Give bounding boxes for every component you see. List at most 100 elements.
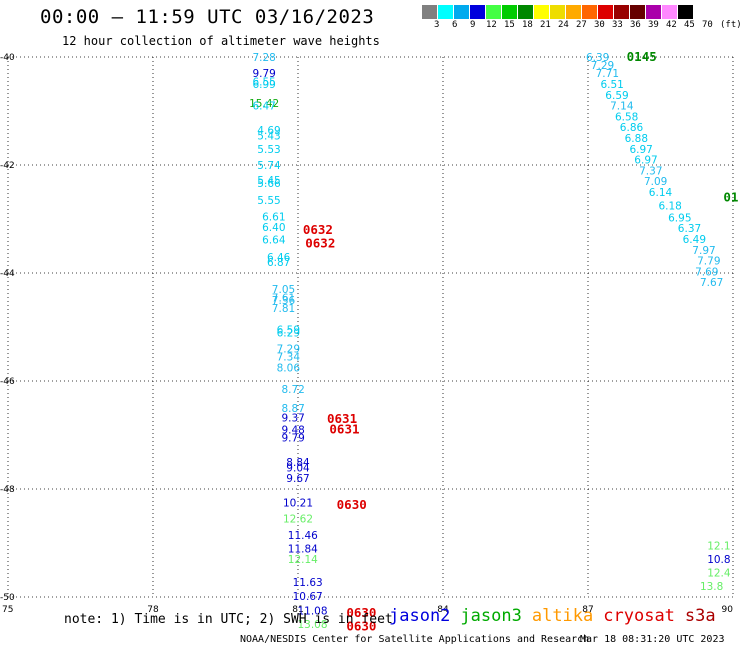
pass-time-label: 0632 (303, 222, 333, 237)
color-scale-label: 24 (558, 20, 569, 30)
wave-height-value: 4.69 (257, 125, 280, 137)
wave-height-value: 7.28 (252, 52, 275, 64)
color-scale-label: 9 (470, 20, 476, 30)
wave-height-value: 7.79 (697, 256, 720, 268)
wave-height-value: 6.18 (658, 201, 681, 213)
wave-height-value: 6.39 (586, 52, 609, 64)
satellite-legend-item: altika (531, 606, 594, 626)
pass-time-label: 0630 (346, 605, 376, 620)
wave-height-value: 10.67 (293, 591, 323, 603)
pass-time-label: 01 (723, 189, 738, 204)
y-tick-label: -40 (0, 53, 15, 63)
wave-height-value: 9.04 (286, 462, 310, 474)
wave-height-value: 13.08 (297, 619, 327, 631)
color-swatch (646, 5, 662, 19)
wave-height-value: 7.37 (639, 165, 662, 177)
wave-height-value: 6.61 (262, 211, 285, 223)
wave-height-value: 6.59 (277, 325, 300, 337)
color-scale-label: 42 (666, 20, 677, 30)
wave-height-value: 6.14 (649, 187, 673, 199)
wave-height-value: 6.58 (615, 111, 638, 123)
wave-height-value: 8.06 (277, 363, 301, 375)
y-tick-label: -48 (0, 485, 15, 495)
color-swatch (518, 5, 534, 19)
wave-height-value: 11.84 (288, 543, 318, 555)
pass-time-label: 0631 (329, 422, 359, 437)
chart-grid (7, 56, 734, 598)
wave-height-value: 7.67 (700, 277, 723, 289)
wave-height-value: 6.88 (625, 133, 648, 145)
wave-height-value: 7.29 (591, 60, 614, 72)
color-scale-label: 39 (648, 20, 659, 30)
x-tick-label: 84 (437, 605, 449, 615)
wave-height-value: 6.51 (600, 79, 623, 91)
color-scale-label: 6 (452, 20, 458, 30)
color-scale-label: 45 (684, 20, 695, 30)
wave-height-value: 8.84 (286, 457, 310, 469)
wave-height-value: 5.74 (257, 160, 281, 172)
pass-time-label: 0632 (305, 235, 335, 250)
wave-height-value: 6.64 (262, 235, 286, 247)
wave-height-value: 11.46 (288, 530, 318, 542)
chart-axes: 75 78 81 84 87 90 -40 -42 -44 -46 -48 -50 (0, 53, 733, 615)
color-swatch (454, 5, 470, 19)
wave-height-value: 9.48 (281, 425, 304, 437)
color-scale-label: 30 (594, 20, 605, 30)
wave-height-value: 7.69 (695, 266, 718, 278)
x-tick-label: 87 (582, 605, 593, 615)
wave-height-value: 7.09 (644, 176, 667, 188)
wave-height-value: 9.79 (252, 68, 275, 80)
x-tick-label: 81 (292, 605, 303, 615)
pass-time-label: 0145 (627, 49, 657, 64)
color-scale-label: (ft) (720, 20, 740, 30)
wave-height-value: 12.1 (707, 541, 730, 553)
color-scale-label: 33 (612, 20, 623, 30)
wave-height-value: 6.47 (252, 101, 275, 113)
color-swatch (534, 5, 550, 19)
color-scale-label: 3 (434, 20, 440, 30)
color-scale-label: 21 (540, 20, 551, 30)
color-swatch (662, 5, 678, 19)
wave-height-value: 11.63 (293, 577, 323, 589)
wave-height-value: 7.05 (272, 284, 295, 296)
wave-height-value: 8.87 (281, 403, 304, 415)
wave-height-value: 7.34 (277, 352, 301, 364)
satellite-legend: jason2 jason3 altika cryosat s3a (389, 606, 726, 626)
wave-height-value: 5.55 (257, 195, 280, 207)
wave-height-value: 11.08 (297, 606, 327, 618)
color-scale-label: 36 (630, 20, 641, 30)
wave-height-value: 9.79 (281, 433, 304, 445)
wave-height-value: 8.72 (281, 384, 304, 396)
wave-height-value: 12.14 (288, 554, 318, 566)
wave-height-value: 12.62 (283, 514, 313, 526)
wave-height-value: 6.97 (629, 144, 652, 156)
color-swatch (438, 5, 454, 19)
color-swatch (422, 5, 438, 19)
color-swatch (486, 5, 502, 19)
x-tick-label: 75 (2, 605, 13, 615)
y-tick-label: -44 (0, 269, 15, 279)
pass-time-label: 0630 (337, 497, 367, 512)
wave-height-value: 6.97 (634, 155, 657, 167)
wave-height-value: 7.36 (272, 295, 296, 307)
wave-height-value: 6.40 (262, 222, 285, 234)
wave-height-value: 7.71 (596, 68, 619, 80)
wave-height-value: 7.81 (272, 303, 295, 315)
color-swatch (470, 5, 486, 19)
color-swatch (582, 5, 598, 19)
satellite-legend-item: jason2 (389, 606, 451, 626)
wave-height-value: 6.37 (678, 223, 701, 235)
wave-height-value: 15.42 (249, 98, 279, 110)
satellite-legend-item: jason3 (460, 606, 522, 626)
wave-height-value: 13.8 (700, 581, 723, 593)
color-swatch (566, 5, 582, 19)
color-scale-label: 70 (702, 20, 713, 30)
color-swatch (630, 5, 646, 19)
wave-height-value: 6.29 (277, 327, 300, 339)
credit-line: NOAA/NESDIS Center for Satellite Applica… (240, 634, 590, 645)
color-scale-label: 15 (504, 20, 515, 30)
wave-height-value: 6.55 (252, 76, 275, 88)
y-tick-label: -50 (0, 593, 15, 603)
color-swatch (502, 5, 518, 19)
